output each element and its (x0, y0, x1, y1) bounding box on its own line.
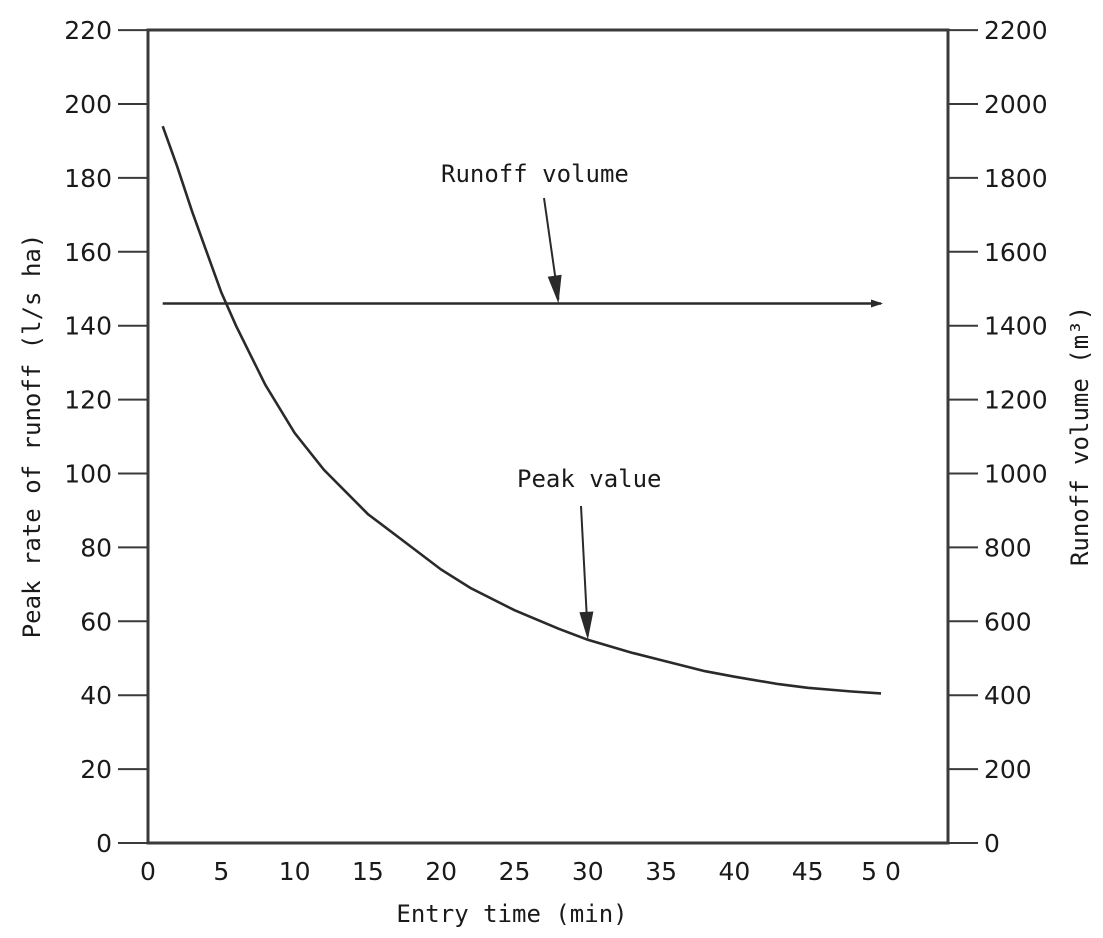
y-left-tick-label: 0 (96, 829, 112, 858)
annotation-peak-value: Peak value (517, 465, 662, 493)
y-left-tick-label: 180 (64, 164, 112, 193)
annotation-arrowhead-runoff-volume (547, 274, 562, 304)
x-tick-label: 5 (213, 857, 229, 886)
y-right-tick-label: 1400 (984, 312, 1048, 341)
y-right-tick-label: 200 (984, 755, 1032, 784)
y-left-tick-label: 200 (64, 90, 112, 119)
x-tick-label: 25 (499, 857, 531, 886)
x-tick-label: 15 (352, 857, 384, 886)
y-left-tick-label: 140 (64, 312, 112, 341)
x-tick-label: 20 (425, 857, 457, 886)
y-left-tick-label: 80 (80, 533, 112, 562)
y-left-tick-label: 160 (64, 238, 112, 267)
x-tick-label: 45 (792, 857, 824, 886)
annotation-arrowhead-peak-value (579, 611, 594, 640)
y-right-tick-label: 0 (984, 829, 1000, 858)
y-right-tick-label: 1600 (984, 238, 1048, 267)
x-tick-label: 5 0 (861, 857, 901, 886)
runoff-volume-line-tip (871, 299, 883, 308)
x-tick-label: 35 (645, 857, 677, 886)
y-right-tick-label: 2000 (984, 90, 1048, 119)
y-axis-title-left: Peak rate of runoff (l/s ha) (18, 234, 46, 639)
y-right-tick-label: 800 (984, 533, 1032, 562)
ticks-layer: 0204060801001201401601802002200200400600… (64, 16, 1047, 886)
y-right-tick-label: 600 (984, 607, 1032, 636)
y-right-tick-label: 1000 (984, 460, 1048, 489)
y-left-tick-label: 120 (64, 386, 112, 415)
plot-frame (146, 28, 950, 845)
y-left-tick-label: 220 (64, 16, 112, 45)
y-left-tick-label: 100 (64, 460, 112, 489)
y-right-tick-label: 400 (984, 681, 1032, 710)
x-tick-label: 0 (140, 857, 156, 886)
x-tick-label: 40 (718, 857, 750, 886)
series-line-peak-value (161, 125, 882, 695)
annotation-runoff-volume: Runoff volume (441, 160, 629, 188)
y-left-tick-label: 20 (80, 755, 112, 784)
x-tick-label: 10 (279, 857, 311, 886)
series-layer (161, 125, 883, 695)
y-axis-title-right: Runoff volume (m³) (1066, 306, 1094, 566)
y-left-tick-label: 40 (80, 681, 112, 710)
y-left-tick-label: 60 (80, 607, 112, 636)
x-tick-label: 30 (572, 857, 604, 886)
y-right-tick-label: 2200 (984, 16, 1048, 45)
x-axis-title: Entry time (min) (396, 900, 627, 928)
y-right-tick-label: 1200 (984, 386, 1048, 415)
y-right-tick-label: 1800 (984, 164, 1048, 193)
